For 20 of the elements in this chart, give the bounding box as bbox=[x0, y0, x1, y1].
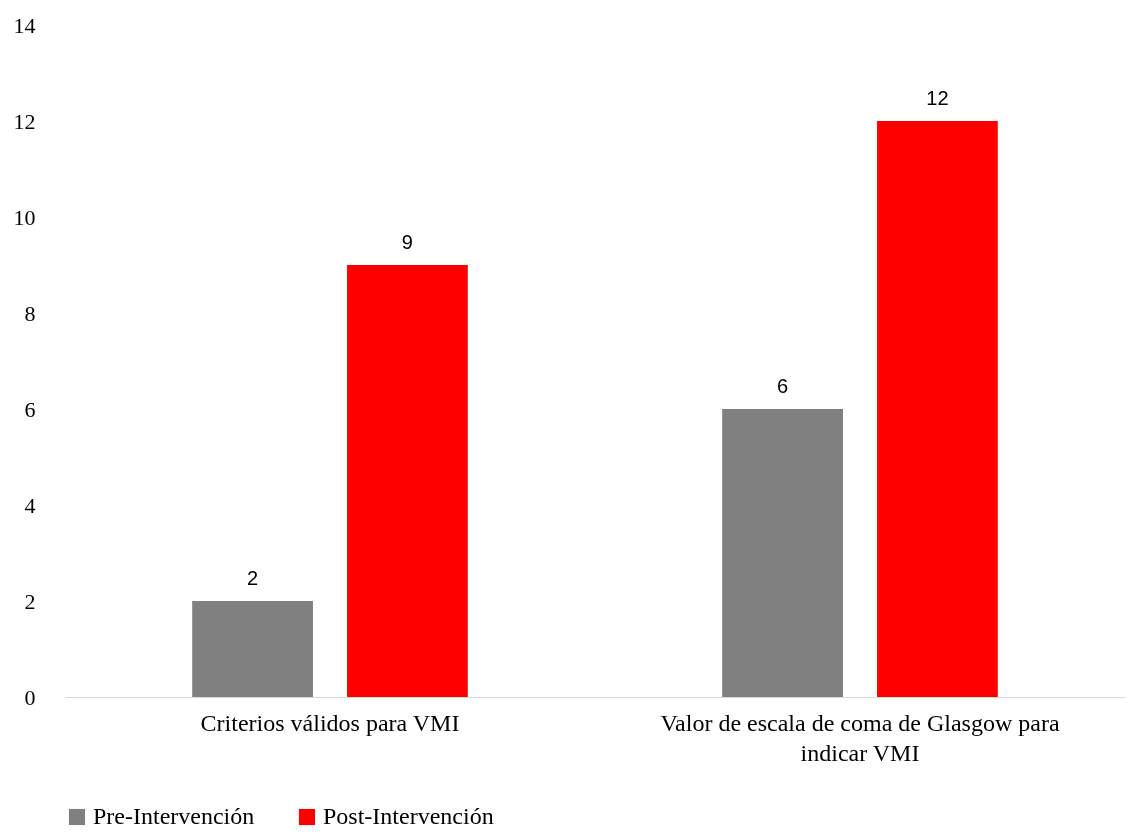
legend-label: Pre-Intervención bbox=[93, 803, 255, 829]
legend-label: Post-Intervención bbox=[323, 803, 494, 829]
y-tick-label: 14 bbox=[13, 12, 36, 38]
x-tick-label: Valor de escala de coma de Glasgow para indicar VMI bbox=[660, 709, 1060, 766]
bar bbox=[722, 409, 843, 697]
data-label: 12 bbox=[926, 87, 949, 109]
y-tick-label: 4 bbox=[24, 492, 36, 518]
data-label: 2 bbox=[247, 567, 259, 589]
data-label: 9 bbox=[401, 231, 413, 253]
bar bbox=[192, 601, 313, 697]
y-tick-label: 2 bbox=[24, 588, 36, 614]
data-label: 6 bbox=[777, 375, 789, 397]
y-tick-label: 10 bbox=[13, 204, 36, 230]
y-tick-label: 0 bbox=[24, 684, 36, 710]
y-tick-label: 12 bbox=[13, 108, 36, 134]
y-tick-label: 8 bbox=[24, 300, 36, 326]
bar bbox=[877, 121, 998, 697]
x-tick-label: Criterios válidos para VMI bbox=[200, 709, 460, 736]
y-tick-label: 6 bbox=[24, 396, 36, 422]
bar bbox=[347, 265, 468, 697]
